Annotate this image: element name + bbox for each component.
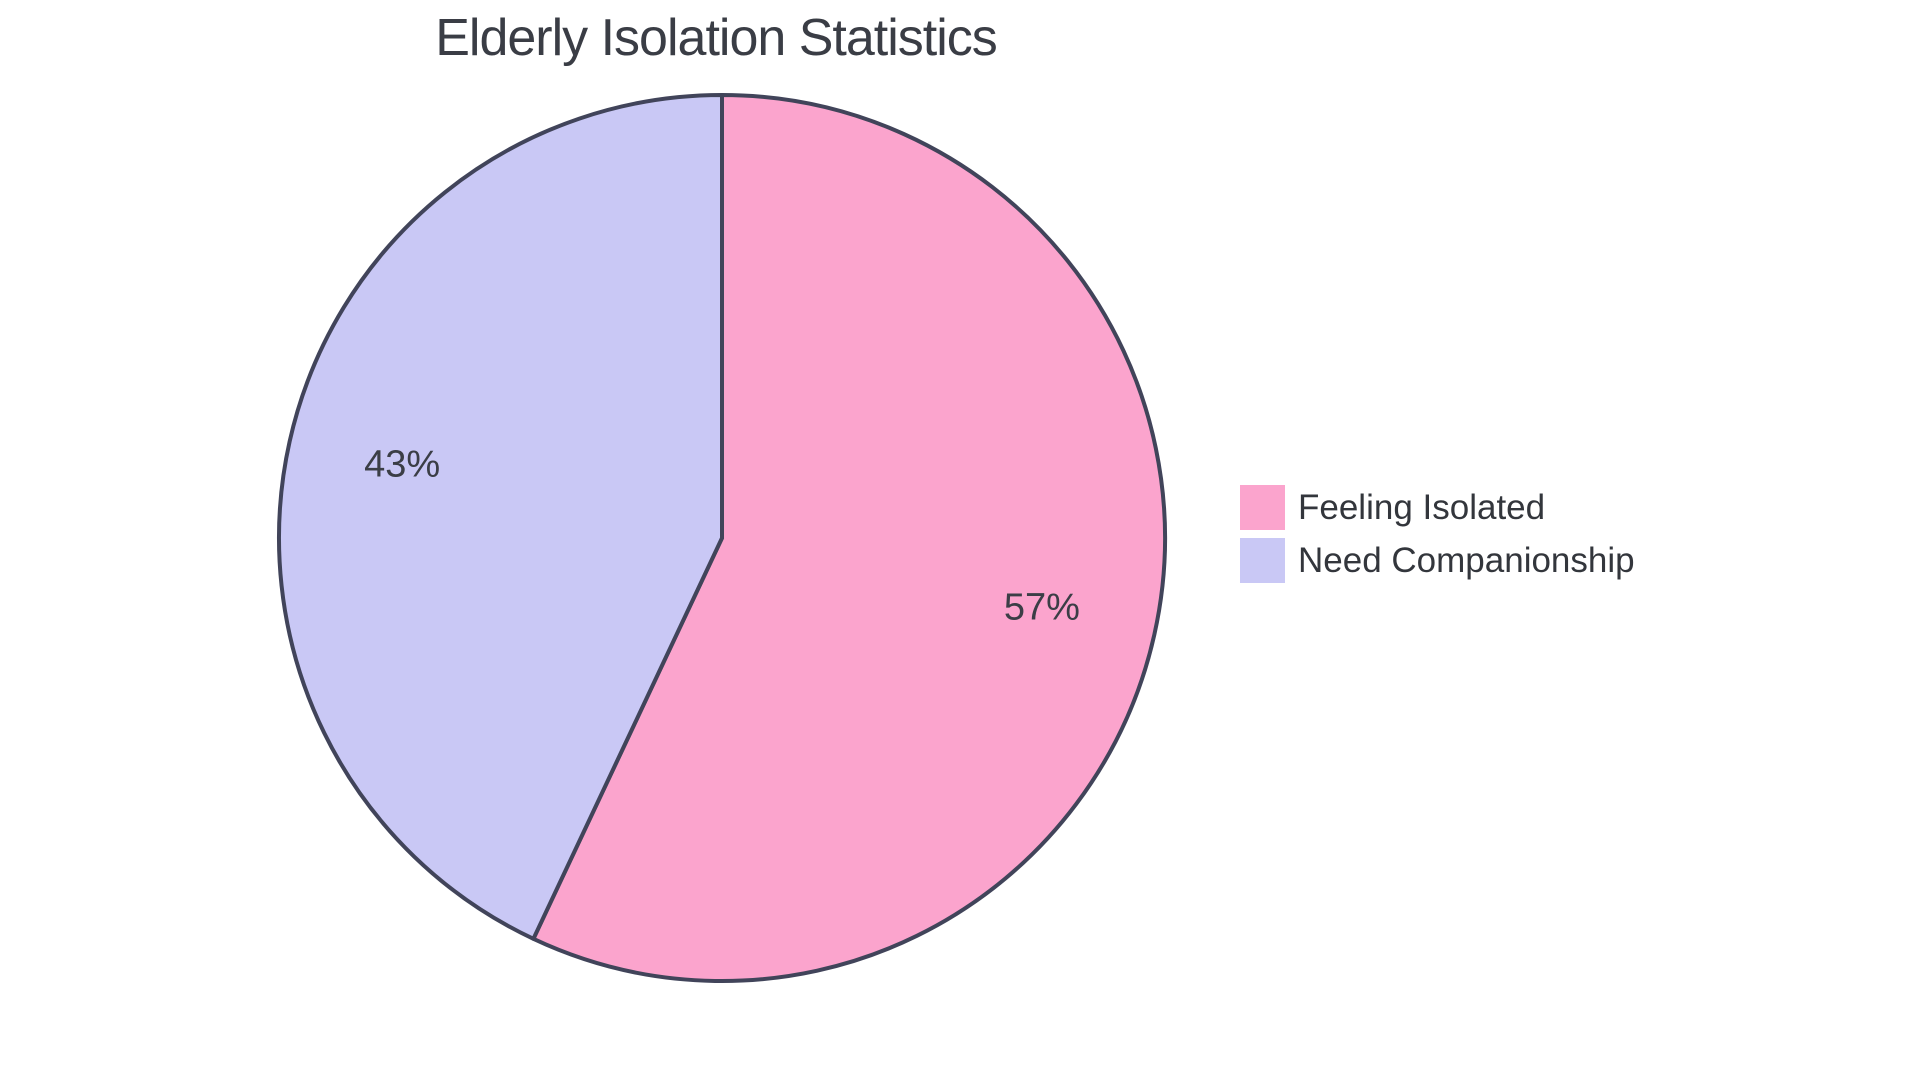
legend: Feeling Isolated Need Companionship <box>1240 485 1635 591</box>
legend-swatch-need-companionship <box>1240 538 1285 583</box>
chart-title: Elderly Isolation Statistics <box>435 9 998 67</box>
legend-item-need-companionship: Need Companionship <box>1240 538 1635 583</box>
pie-slice-need-companionship <box>277 93 724 941</box>
legend-swatch-feeling-isolated <box>1240 485 1285 530</box>
legend-label: Feeling Isolated <box>1298 487 1546 527</box>
slice-percent-label-feeling-isolated: 57% <box>1004 587 1080 629</box>
legend-label: Need Companionship <box>1298 540 1635 580</box>
slice-percent-label-need-companionship: 43% <box>364 444 440 486</box>
pie-slice-feeling-isolated <box>531 93 1167 983</box>
legend-item-feeling-isolated: Feeling Isolated <box>1240 485 1635 530</box>
